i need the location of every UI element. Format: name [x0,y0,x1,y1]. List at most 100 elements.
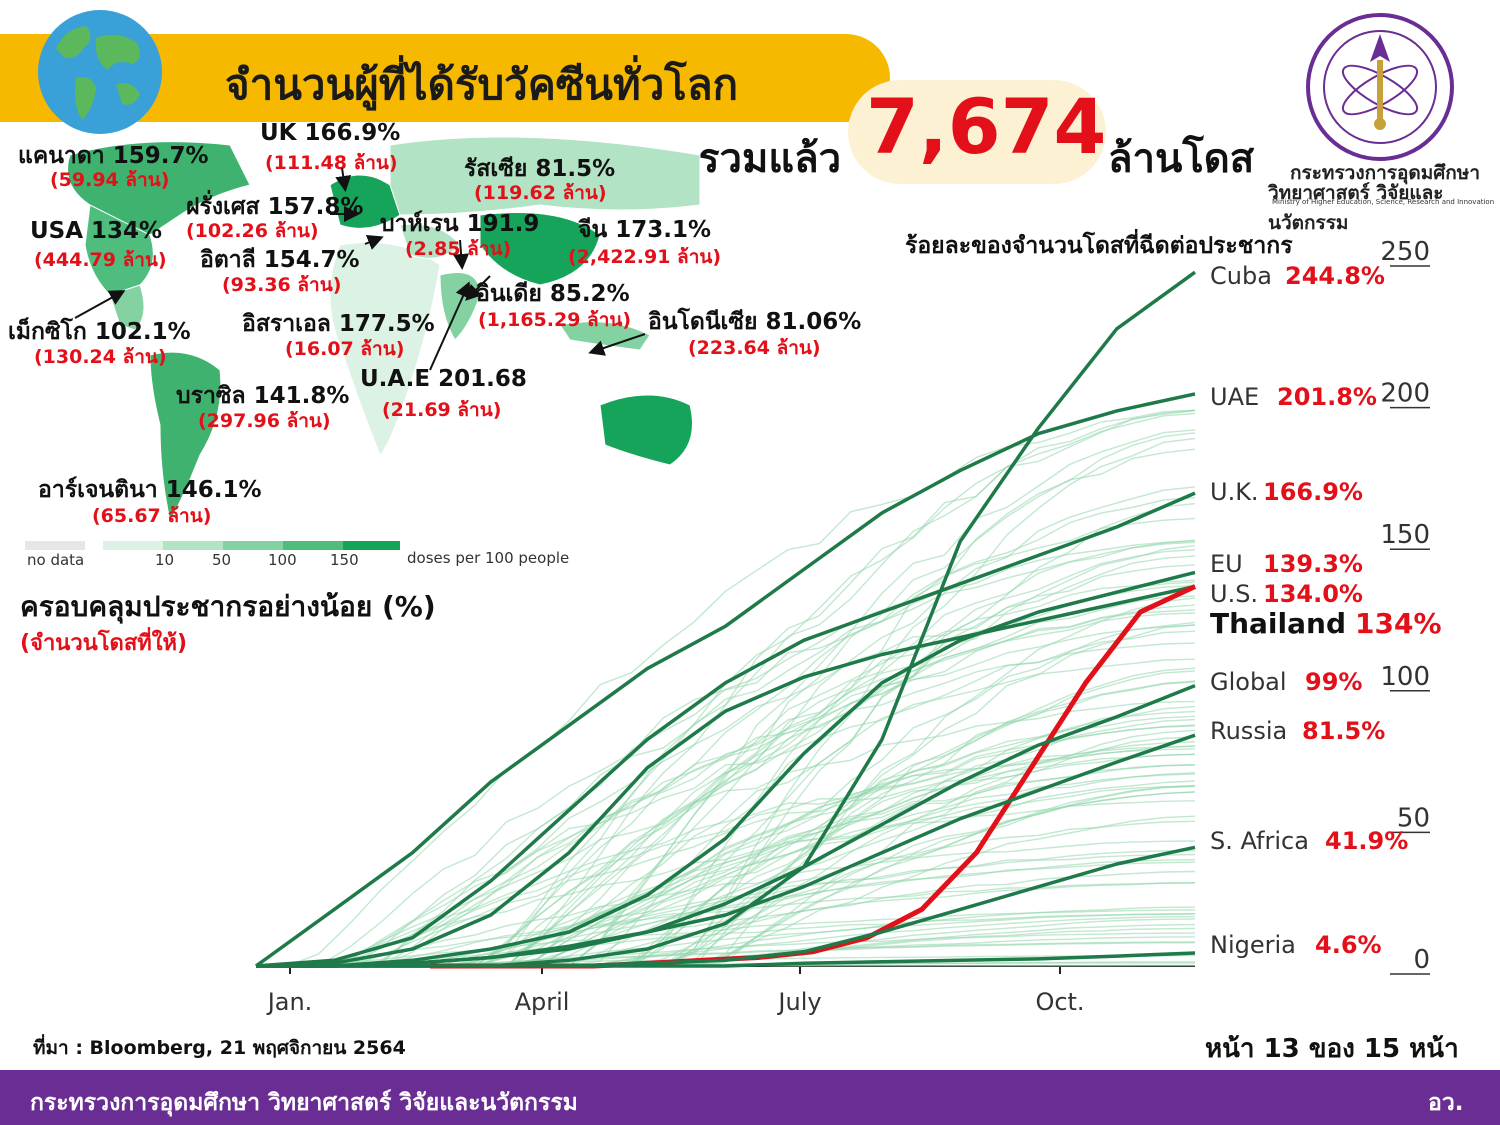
total-value: 7,674 [866,82,1107,171]
country-doses-bahrain: (2.85 ล้าน) [405,238,512,260]
country-label-russia: รัสเซีย 81.5% [464,156,616,182]
total-suffix: ล้านโดส [1108,136,1255,182]
country-doses-russia: (119.62 ล้าน) [474,182,607,204]
series-line-uae [254,392,1196,968]
country-line [256,853,1196,967]
series-line-russia [256,733,1196,968]
source-note: ที่มา : Bloomberg, 21 พฤศจิกายน 2564 [33,1037,406,1059]
legend-no-data: no data [27,551,85,569]
globe-icon [38,10,162,134]
series-final-value: 99% [1305,668,1362,696]
country-label-france: ฝรั่งเศส 157.8% [186,194,364,220]
series-label: Global [1210,668,1287,696]
series-label: U.S. [1210,580,1258,608]
x-tick-label: Oct. [1035,988,1084,1016]
country-doses-italy: (93.36 ล้าน) [222,274,342,296]
legend-swatch-no-data [25,541,85,550]
legend-tick-150: 150 [330,551,359,569]
chart-title: ร้อยละของจำนวนโดสที่ฉีดต่อประชากร [905,233,1293,259]
country-label-israel: อิสราเอล 177.5% [242,311,435,337]
country-line [256,409,1196,967]
country-doses-china: (2,422.91 ล้าน) [568,246,722,268]
country-doses-argentina: (65.67 ล้าน) [92,505,212,527]
country-doses-france: (102.26 ล้าน) [186,220,319,242]
series-label: S. Africa [1210,827,1309,855]
country-line [256,612,1196,967]
country-label-indonesia: อินโดนีเซีย 81.06% [648,309,862,335]
country-doses-usa: (444.79 ล้าน) [34,249,167,271]
country-label-italy: อิตาลี 154.7% [200,247,360,273]
series-final-value: 41.9% [1325,827,1408,855]
legend-swatch-2 [163,541,223,550]
series-final-value: 139.3% [1263,550,1363,578]
series-line-uk [255,491,1196,968]
legend-swatch-3 [223,541,283,550]
country-label-india: อินเดีย 85.2% [476,281,630,307]
country-line [256,909,1196,967]
country-doses-uk: (111.48 ล้าน) [265,152,398,174]
series-final-value: 134.0% [1263,580,1363,608]
series-final-value: 4.6% [1315,931,1382,959]
country-label-mexico: เม็กซิโก 102.1% [8,319,191,345]
y-tick-label: 50 [1397,803,1430,833]
country-label-argentina: อาร์เจนตินา 146.1% [38,477,262,503]
series-label: U.K. [1210,478,1259,506]
country-line [256,753,1196,967]
series-line-nigeria [256,951,1196,968]
x-tick-label: Jan. [266,988,313,1016]
country-line [256,609,1196,967]
y-tick-label: 250 [1380,240,1430,267]
coverage-title: ครอบคลุมประชากรอย่างน้อย (%) [20,590,436,623]
country-label-usa: USA 134% [30,218,163,244]
series-label: Nigeria [1210,931,1296,959]
country-line [256,700,1196,967]
country-line [256,539,1196,967]
country-doses-canada: (59.94 ล้าน) [50,169,170,191]
series-final-value: 81.5% [1302,717,1385,745]
series-final-value: 201.8% [1277,383,1377,411]
total-pill [848,80,1106,184]
series-line-eu [256,570,1196,968]
ministry-logo [1306,13,1454,161]
footer-abbr: อว. [1428,1090,1464,1116]
legend-tick-10: 10 [155,551,175,569]
legend-caption: doses per 100 people [407,549,570,567]
country-label-china: จีน 173.1% [578,217,712,243]
page-number: หน้า 13 ของ 15 หน้า [1205,1034,1459,1064]
legend-tick-50: 50 [212,551,232,569]
country-doses-israel: (16.07 ล้าน) [285,338,405,360]
legend-swatch-5 [343,541,400,550]
logo-org-en: Ministry of Higher Education, Science, R… [1272,198,1495,206]
series-label: EU [1210,550,1243,578]
logo-org-th-1: กระทรวงการอุดมศึกษา [1290,162,1480,184]
y-tick-label: 150 [1380,520,1430,550]
logo-org-th-2: วิทยาศาสตร์ วิจัยและนวัตกรรม [1268,182,1444,234]
total-prefix: รวมแล้ว [698,136,842,182]
country-doses-mexico: (130.24 ล้าน) [34,346,167,368]
series-label: UAE [1210,383,1259,411]
y-tick-label: 0 [1413,945,1430,975]
series-label: Thailand [1210,607,1346,640]
series-label: Russia [1210,717,1287,745]
country-doses-india: (1,165.29 ล้าน) [478,309,632,331]
series-label: Cuba [1210,262,1272,290]
footer-bar [0,1070,1500,1125]
page-title: จำนวนผู้ที่ได้รับวัคซีนทั่วโลก [225,60,739,109]
coverage-subtitle: (จำนวนโดสที่ให้) [20,631,188,656]
x-tick-label: April [515,988,570,1016]
country-label-canada: แคนาดา 159.7% [18,143,209,169]
country-doses-brazil: (297.96 ล้าน) [198,410,331,432]
series-final-value: 244.8% [1285,262,1385,290]
series-final-value: 166.9% [1263,478,1363,506]
country-label-uk: UK 166.9% [260,120,401,146]
legend-swatch-4 [283,541,343,550]
x-tick-label: July [776,988,821,1016]
series-final-value: 134% [1355,607,1442,640]
series-line-us [255,584,1196,968]
country-doses-uae: (21.69 ล้าน) [382,399,502,421]
country-doses-indonesia: (223.64 ล้าน) [688,337,821,359]
country-label-brazil: บราซิล 141.8% [176,383,350,409]
legend-swatch-1 [103,541,163,550]
country-line [256,486,1196,967]
y-tick-label: 100 [1380,662,1430,692]
